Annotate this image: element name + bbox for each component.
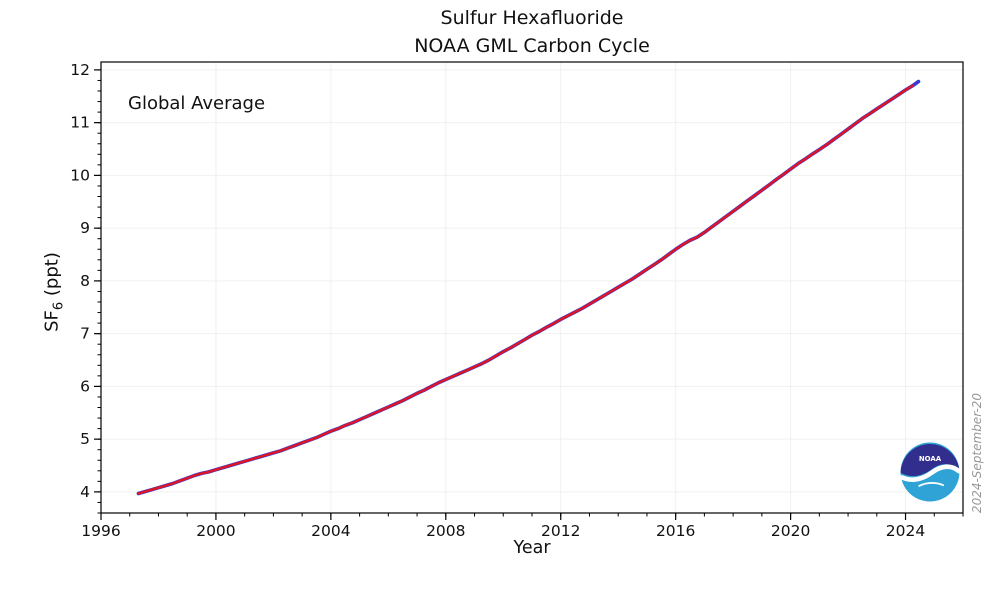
y-tick-label: 10 bbox=[70, 166, 90, 184]
x-tick-label: 2016 bbox=[656, 522, 695, 540]
series-annotation: Global Average bbox=[128, 93, 266, 114]
x-tick-label: 2012 bbox=[541, 522, 580, 540]
y-tick-label: 6 bbox=[80, 377, 90, 395]
plot-border bbox=[100, 61, 964, 514]
y-tick-label: 4 bbox=[80, 483, 90, 501]
y-tick-label: 11 bbox=[70, 114, 90, 132]
x-tick-label: 2020 bbox=[771, 522, 810, 540]
y-tick-label: 8 bbox=[80, 272, 90, 290]
noaa-logo-sky bbox=[900, 443, 960, 477]
chart-title-line2: NOAA GML Carbon Cycle bbox=[414, 35, 650, 57]
y-tick-label: 7 bbox=[80, 325, 90, 343]
chart-title: Sulfur Hexafluoride NOAA GML Carbon Cycl… bbox=[0, 4, 1000, 60]
x-tick-label: 2004 bbox=[311, 522, 350, 540]
y-tick-label: 9 bbox=[80, 219, 90, 237]
x-tick-label: 1996 bbox=[81, 522, 120, 540]
y-axis-label-sub: 6 bbox=[51, 301, 67, 311]
x-tick-label: 2024 bbox=[886, 522, 925, 540]
y-axis-label-rest: (ppt) bbox=[41, 252, 63, 302]
noaa-logo-text: NOAA bbox=[919, 455, 942, 463]
y-axis-label: SF6 (ppt) bbox=[42, 252, 67, 332]
x-axis-label: Year bbox=[513, 538, 551, 558]
monthly-series-line bbox=[136, 79, 921, 496]
date-stamp: 2024-September-20 bbox=[970, 392, 984, 514]
x-tick-label: 2008 bbox=[426, 522, 465, 540]
noaa-logo-wave-icon bbox=[918, 482, 945, 487]
noaa-logo-gull-icon bbox=[899, 464, 961, 482]
y-tick-label: 12 bbox=[70, 61, 90, 79]
trend-line bbox=[137, 84, 914, 495]
chart-title-line1: Sulfur Hexafluoride bbox=[440, 7, 624, 29]
y-tick-label: 5 bbox=[80, 430, 90, 448]
x-tick-label: 2000 bbox=[196, 522, 235, 540]
noaa-logo: NOAA bbox=[899, 442, 961, 502]
y-axis-label-main: SF bbox=[41, 310, 63, 332]
